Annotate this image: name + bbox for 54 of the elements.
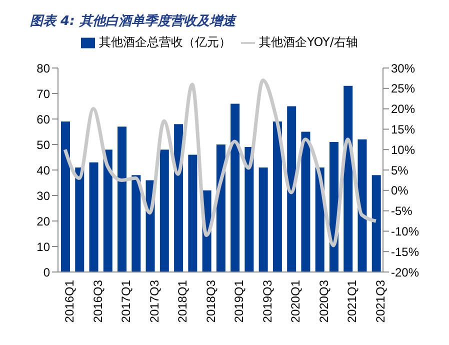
bar — [103, 150, 112, 272]
y2-tick-label: 20% — [391, 102, 416, 116]
x-tick-label: 2016Q1 — [62, 280, 77, 323]
x-tick-label: 2018Q1 — [176, 280, 190, 323]
bar — [174, 124, 184, 272]
bar — [118, 126, 127, 272]
x-tick-label: 2016Q3 — [90, 280, 105, 323]
y-tick-label: 40 — [36, 163, 50, 178]
x-tick-label: 2019Q3 — [260, 280, 274, 323]
y-tick-label: 20 — [36, 214, 50, 228]
y2-tick-label: 30% — [391, 61, 416, 76]
y2-tick-label: 25% — [391, 82, 416, 96]
x-tick-label: 2020Q3 — [316, 280, 331, 323]
bar — [160, 150, 169, 272]
x-tick-label: 2017Q3 — [147, 280, 162, 323]
bar — [89, 162, 98, 272]
y2-tick-label: 0% — [391, 184, 409, 198]
x-tick-label: 2021Q3 — [373, 280, 388, 323]
y-tick-label: 10 — [36, 240, 50, 254]
bar — [287, 106, 296, 272]
bar — [258, 167, 268, 272]
bar — [272, 122, 282, 272]
bar — [344, 86, 353, 272]
bar — [372, 175, 381, 272]
y2-tick-label: 15% — [391, 122, 416, 136]
y-tick-label: 60 — [36, 112, 50, 126]
x-tick-label: 2017Q1 — [119, 280, 134, 323]
y2-tick-label: -15% — [391, 244, 420, 259]
y2-tick-label: -20% — [391, 265, 420, 280]
x-tick-label: 2020Q1 — [288, 280, 303, 323]
y-tick-label: 70 — [36, 86, 50, 101]
bar — [230, 104, 240, 272]
x-tick-label: 2021Q1 — [345, 280, 360, 323]
bar — [132, 175, 141, 272]
bar — [244, 147, 254, 272]
y-tick-label: 30 — [36, 188, 50, 203]
y2-tick-label: -10% — [391, 224, 420, 238]
chart-title: 图表 4: 其他白酒单季度营收及增速 — [29, 12, 238, 31]
x-tick-label: 2019Q1 — [232, 280, 246, 323]
x-tick-label: 2018Q3 — [204, 280, 218, 323]
bar — [75, 167, 84, 272]
y2-tick-label: 10% — [391, 142, 416, 157]
y2-tick-label: -5% — [391, 204, 413, 218]
bar — [301, 132, 310, 272]
bar — [358, 139, 367, 272]
line-series — [63, 78, 378, 248]
legend-label: 其他酒企YOY/右轴 — [259, 35, 358, 49]
bar — [188, 154, 198, 272]
y2-tick-label: 5% — [391, 163, 409, 178]
y-tick-label: 50 — [36, 138, 50, 152]
y-tick-label: 0 — [43, 265, 50, 280]
y-tick-label: 80 — [36, 61, 50, 76]
bar — [61, 122, 70, 272]
legend-label: 其他酒企总营收（亿元） — [99, 35, 232, 49]
